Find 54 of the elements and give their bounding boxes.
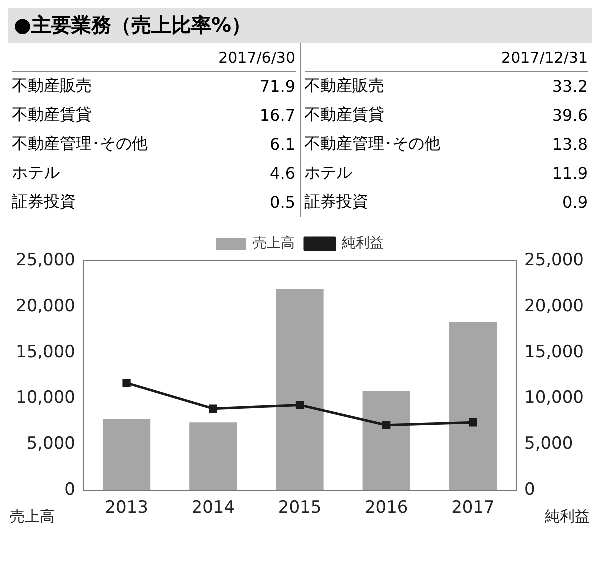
x-tick-label: 2017 (452, 498, 495, 518)
category-label: 不動産賃貸 (12, 105, 92, 126)
x-tick-label: 2015 (278, 498, 322, 518)
category-label: ホテル (12, 163, 60, 184)
data-label: 4.6 (270, 164, 296, 183)
y2-axis-title: 純利益 (545, 507, 590, 526)
point (122, 379, 131, 388)
text: ●主要業務（売上比率%） (8, 8, 592, 43)
y-tick-label: 5,000 (26, 434, 76, 454)
y-axis-title: 売上高 (10, 507, 55, 526)
data-label: 0.9 (562, 193, 588, 212)
data-label: 6.1 (270, 135, 296, 154)
category-label: 不動産販売 (12, 76, 92, 97)
y2-tick-label: 25,000 (524, 250, 584, 270)
text: 2017/6/30 (12, 43, 296, 72)
y-tick-label: 15,000 (16, 342, 76, 362)
category-label: ホテル (304, 163, 352, 182)
x-tick-label: 2013 (105, 498, 148, 518)
point (209, 404, 218, 413)
x-tick-label: 2016 (364, 498, 408, 518)
bar (362, 391, 410, 491)
category-label: 証券投資 (304, 192, 368, 211)
y-tick-label: 25,000 (16, 250, 76, 270)
data-label: 16.7 (260, 106, 296, 125)
data-label: 13.8 (552, 135, 588, 154)
bar (190, 422, 238, 491)
legend-label: 売上高 (253, 236, 295, 252)
data-label: 39.6 (552, 106, 588, 125)
y2-tick-label: 0 (524, 480, 536, 500)
data-label: 71.9 (260, 77, 296, 96)
x-tick-label: 2014 (192, 498, 236, 518)
category-label: 証券投資 (12, 192, 76, 213)
category-label: 不動産賃貸 (304, 105, 384, 124)
point (382, 421, 391, 430)
bar (276, 289, 324, 491)
data-label: 0.5 (270, 193, 296, 212)
point (469, 418, 478, 427)
bar (449, 322, 498, 491)
y-tick-label: 10,000 (16, 388, 76, 408)
text: 2017/12/31 (304, 43, 588, 72)
data-label: 11.9 (552, 164, 588, 183)
y-tick-label: 0 (64, 480, 76, 500)
legend-label: 純利益 (342, 236, 384, 252)
category-label: 不動産販売 (304, 76, 384, 95)
category-label: 不動産管理･その他 (12, 134, 148, 155)
bar (102, 418, 151, 491)
y2-tick-label: 10,000 (524, 388, 584, 408)
category-label: 不動産管理･その他 (304, 134, 440, 153)
y2-tick-label: 15,000 (524, 342, 584, 362)
y2-tick-label: 5,000 (524, 434, 574, 454)
data-label: 33.2 (552, 77, 588, 96)
y-tick-label: 20,000 (16, 296, 76, 316)
y2-tick-label: 20,000 (524, 296, 584, 316)
point (296, 401, 304, 410)
